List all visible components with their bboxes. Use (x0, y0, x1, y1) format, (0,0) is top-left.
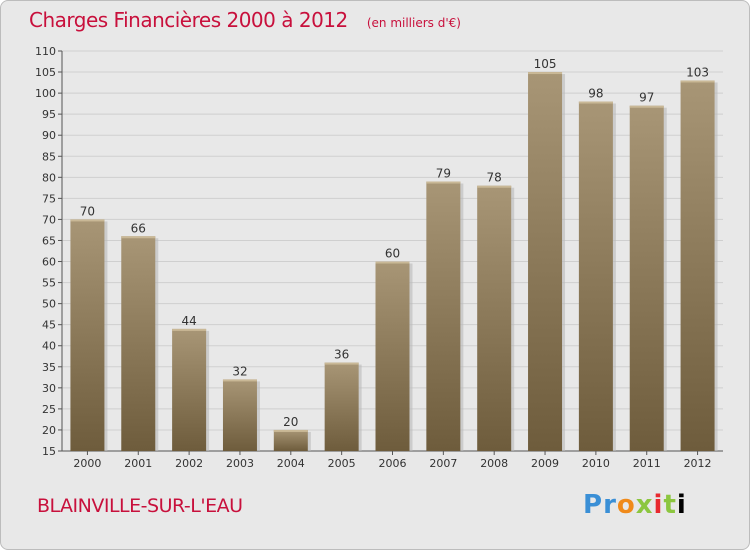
bar-top (680, 80, 715, 83)
y-tick-label: 30 (42, 382, 56, 395)
logo-letter: i (676, 490, 687, 520)
y-tick-label: 95 (42, 108, 56, 121)
bar (578, 101, 613, 452)
data-label: 105 (534, 57, 557, 71)
x-tick-label: 2005 (328, 457, 356, 470)
y-tick-label: 65 (42, 234, 56, 247)
bar-top (528, 72, 563, 75)
bar-top (375, 261, 410, 264)
bar-top (324, 362, 359, 365)
y-tick-label: 100 (35, 87, 56, 100)
bar-top (70, 219, 105, 222)
x-tick-label: 2002 (175, 457, 203, 470)
title-row: Charges Financières 2000 à 2012 (en mill… (29, 8, 461, 32)
x-tick-label: 2008 (480, 457, 508, 470)
bar-top (477, 185, 512, 188)
bar-top (578, 101, 613, 104)
x-tick-label: 2004 (277, 457, 305, 470)
data-label: 70 (80, 204, 95, 218)
data-label: 66 (131, 221, 146, 235)
bar-top (172, 328, 207, 331)
y-tick-label: 40 (42, 340, 56, 353)
x-tick-label: 2007 (429, 457, 457, 470)
y-tick-label: 85 (42, 150, 56, 163)
y-tick-label: 55 (42, 277, 56, 290)
y-tick-label: 15 (42, 445, 56, 458)
data-label: 79 (436, 167, 451, 181)
y-tick-label: 60 (42, 256, 56, 269)
bar (121, 236, 156, 451)
y-tick-label: 70 (42, 213, 56, 226)
proxiti-logo: Proxiti (583, 490, 687, 520)
bar (528, 72, 563, 451)
data-label: 98 (588, 87, 603, 101)
labels: 70 2000 66 2001 44 2002 32 2003 20 2004 36 2005 60 20… (73, 57, 711, 470)
data-label: 36 (334, 348, 349, 362)
logo-letter: P (583, 490, 604, 520)
bar (70, 219, 105, 451)
y-tick-label: 50 (42, 298, 56, 311)
y-tick-label: 90 (42, 129, 56, 142)
x-tick-label: 2003 (226, 457, 254, 470)
data-label: 32 (232, 364, 247, 378)
axes: 15 20 25 30 35 40 45 50 55 60 65 70 75 80 85 90 95 100 105… (35, 45, 723, 458)
data-label: 60 (385, 247, 400, 261)
x-tick-label: 2009 (531, 457, 559, 470)
x-tick-label: 2012 (684, 457, 712, 470)
y-tick-label: 35 (42, 361, 56, 374)
bars (70, 72, 718, 452)
bar (324, 362, 359, 451)
bar (172, 328, 207, 451)
bar-top (121, 236, 156, 239)
chart-subtitle: (en milliers d'€) (366, 16, 461, 30)
logo-letter: t (663, 490, 677, 520)
bar-top (273, 429, 308, 432)
logo-letter: r (603, 490, 617, 520)
bar (680, 80, 715, 451)
bar (426, 181, 461, 452)
bar (222, 379, 257, 451)
data-label: 103 (686, 65, 709, 79)
x-tick-label: 2001 (124, 457, 152, 470)
y-tick-label: 110 (35, 45, 56, 58)
data-label: 97 (639, 91, 654, 105)
y-tick-label: 45 (42, 319, 56, 332)
town-name: BLAINVILLE-SUR-L'EAU (37, 495, 243, 517)
logo-letter: o (616, 490, 636, 520)
data-label: 44 (181, 314, 196, 328)
bar-top (426, 181, 461, 184)
logo-letter: x (635, 490, 654, 520)
bar (273, 429, 308, 451)
chart-title: Charges Financières 2000 à 2012 (29, 8, 348, 32)
x-tick-label: 2011 (633, 457, 661, 470)
bar-top (222, 379, 257, 382)
bar (629, 105, 664, 451)
y-tick-label: 25 (42, 403, 56, 416)
logo-letter: i (653, 490, 664, 520)
bar (477, 185, 512, 451)
x-tick-label: 2000 (73, 457, 101, 470)
data-label: 78 (487, 171, 502, 185)
bar-top (629, 105, 664, 108)
data-label: 20 (283, 415, 298, 429)
x-tick-label: 2006 (379, 457, 407, 470)
x-tick-label: 2010 (582, 457, 610, 470)
y-tick-label: 20 (42, 424, 56, 437)
y-tick-label: 105 (35, 66, 56, 79)
bar (375, 261, 410, 451)
y-tick-label: 75 (42, 192, 56, 205)
y-tick-label: 80 (42, 171, 56, 184)
